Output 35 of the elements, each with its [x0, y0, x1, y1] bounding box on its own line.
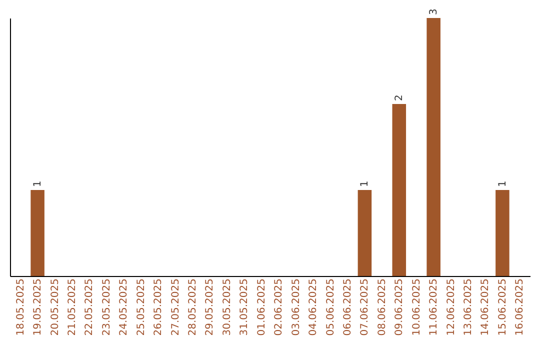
x-tick-label: 29.05.2025: [204, 278, 216, 336]
x-tick-label: 24.05.2025: [118, 278, 130, 336]
data-label: 1: [497, 180, 508, 187]
x-tick-label: 03.06.2025: [290, 278, 302, 336]
x-tick-label: 20.05.2025: [50, 278, 61, 336]
x-tick-label: 16.06.2025: [514, 278, 526, 336]
x-tick-label: 23.05.2025: [101, 278, 112, 336]
x-tick-label: 28.05.2025: [188, 278, 199, 336]
x-tick-label: 27.05.2025: [170, 278, 182, 336]
x-tick-label: 08.06.2025: [376, 278, 388, 336]
x-tick-label: 04.06.2025: [308, 278, 320, 336]
x-tick-label: 25.05.2025: [136, 278, 147, 336]
x-tick-label: 10.06.2025: [411, 278, 422, 336]
x-tick-label: 07.06.2025: [360, 278, 371, 336]
x-tick-label: 31.05.2025: [239, 278, 250, 336]
x-tick-label: 14.06.2025: [480, 278, 492, 336]
data-label: 1: [360, 180, 371, 187]
data-label: 3: [428, 8, 440, 15]
x-tick-label: 18.05.2025: [15, 278, 26, 336]
x-tick-label: 26.05.2025: [153, 278, 164, 336]
x-tick-label: 05.06.2025: [325, 278, 336, 336]
x-tick-label: 15.06.2025: [497, 278, 508, 336]
x-tick-label: 21.05.2025: [66, 278, 78, 336]
x-tick-label: 02.06.2025: [274, 278, 285, 336]
x-tick-label: 01.06.2025: [256, 278, 268, 336]
x-tick-label: 11.06.2025: [428, 278, 440, 336]
data-label: 2: [394, 94, 406, 101]
x-tick-label: 19.05.2025: [32, 278, 44, 336]
x-tick-label: 30.05.2025: [222, 278, 233, 336]
x-tick-label: 12.06.2025: [446, 278, 457, 336]
x-tick-label: 13.06.2025: [463, 278, 474, 336]
x-tick-label: 06.06.2025: [342, 278, 354, 336]
data-label: 1: [32, 180, 44, 187]
x-tick-label: 22.05.2025: [84, 278, 96, 336]
x-tick-label: 09.06.2025: [394, 278, 406, 336]
